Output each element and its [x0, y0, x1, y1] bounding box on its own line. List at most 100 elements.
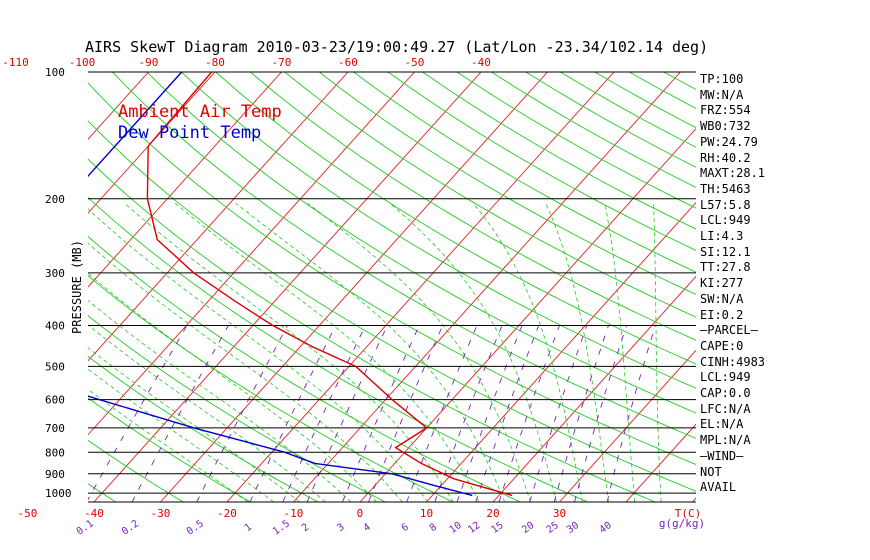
index-item: TT:27.8 [700, 260, 751, 275]
moist-adiabat-line [124, 202, 454, 502]
index-item: SI:12.1 [700, 244, 751, 259]
bottom-temp-tick-label: -20 [217, 507, 237, 520]
index-item: MW:N/A [700, 87, 744, 102]
pressure-tick-label: 700 [45, 422, 65, 435]
pressure-tick-label: 500 [45, 360, 65, 373]
index-item: –WIND– [700, 448, 744, 463]
moist-adiabat-line [653, 203, 662, 502]
dry-adiabat-line [88, 82, 696, 466]
index-item: –PARCEL– [700, 323, 758, 338]
top-temp-tick-label: -80 [205, 56, 225, 69]
legend-dew-point-temp: Dew Point Temp [118, 123, 261, 143]
bottom-temp-tick-label: 10 [420, 507, 433, 520]
dry-adiabat-line [146, 72, 696, 414]
isotherm-line [426, 201, 696, 502]
isotherm-line [88, 72, 349, 362]
index-item: MPL:N/A [700, 433, 751, 448]
isotherm-line [625, 423, 696, 502]
y-axis-label: PRESSURE (MB) [70, 240, 84, 334]
mixing-ratio-tick-label: 25 [545, 520, 561, 536]
dry-adiabat-line [250, 72, 696, 341]
dry-adiabat-line [88, 483, 116, 502]
moist-adiabat-line [88, 208, 429, 502]
mixing-ratio-line [529, 325, 588, 502]
mixing-ratio-tick-label: 0.5 [185, 518, 206, 537]
dry-adiabat-line [88, 158, 656, 502]
dry-adiabat-line [353, 72, 696, 273]
isotherm-line [759, 72, 870, 502]
moist-adiabat-line [307, 202, 531, 502]
mixing-ratio-line [306, 325, 388, 502]
dry-adiabat-line [181, 72, 696, 389]
mixing-ratio-line [475, 325, 540, 502]
mixing-ratio-tick-label: 30 [565, 520, 581, 536]
isotherm-line [492, 275, 696, 502]
pressure-tick-label: 400 [45, 320, 65, 333]
isotherm-line [88, 72, 282, 288]
isotherm-line [93, 72, 482, 502]
mixing-ratio-tick-label: 15 [489, 520, 505, 536]
mixing-ratio-line [574, 325, 627, 502]
mixing-ratio-tick-label: 1 [243, 522, 254, 534]
pressure-tick-label: 900 [45, 468, 65, 481]
dry-adiabat-line [284, 72, 696, 318]
mixing-ratio-line [606, 325, 656, 502]
bottom-temp-tick-label: -50 [18, 507, 38, 520]
dry-adiabat-line [456, 72, 696, 209]
pressure-tick-label: 200 [45, 193, 65, 206]
mixing-ratio-line [196, 325, 288, 502]
index-item: AVAIL [700, 480, 737, 495]
moist-adiabat-line [472, 203, 583, 502]
index-item: KI:277 [700, 276, 744, 291]
mixing-ratio-tick-label: 20 [520, 520, 536, 536]
dry-adiabat-line [88, 397, 251, 502]
bottom-temp-tick-label: 30 [553, 507, 566, 520]
index-item: PW:24.79 [700, 134, 758, 149]
isotherm-line [88, 72, 415, 436]
mixing-ratio-tick-label: 6 [400, 522, 411, 534]
mixing-ratio-line [249, 325, 337, 502]
dry-adiabat-line [112, 72, 696, 439]
profile-lines [88, 72, 513, 497]
index-item: CAP:0.0 [700, 386, 751, 400]
moist-adiabat-line [235, 202, 506, 502]
axis-tick-labels: 1002003004005006007008009001000-120-110-… [2, 56, 705, 538]
index-item: TP:100 [700, 72, 744, 86]
moist-adiabat-line [604, 203, 636, 502]
index-item: MAXT:28.1 [700, 166, 766, 181]
mixing-ratio-tick-label: 1.5 [271, 518, 292, 537]
moist-adiabat-line [88, 272, 377, 502]
isotherm-line [160, 72, 548, 502]
mixing-ratio-line [282, 325, 366, 502]
pressure-tick-label: 300 [45, 267, 65, 280]
isotherm-line [226, 72, 615, 502]
legend-ambient-air-temp: Ambient Air Temp [118, 102, 282, 122]
mixing-ratio-tick-label: 2 [300, 522, 311, 534]
index-item: EI:0.2 [700, 307, 744, 322]
series-line-dew-point-temp [88, 72, 473, 497]
moist-adiabat-line [88, 347, 300, 502]
isotherm-line [559, 349, 696, 502]
top-temp-tick-label: -60 [338, 56, 358, 69]
mixing-ratio-line [342, 325, 420, 502]
bottom-temp-tick-label: -10 [284, 507, 304, 520]
skewt-grid [88, 72, 870, 502]
bottom-temp-tick-label: -30 [151, 507, 171, 520]
mixing-ratio-line [406, 325, 478, 502]
index-item: LCL:949 [700, 213, 751, 228]
mixing-ratio-tick-label: 10 [448, 520, 464, 536]
mixing-ratio-line [368, 325, 444, 502]
index-item: L57:5.8 [700, 197, 751, 212]
index-item: NOT [700, 464, 722, 479]
index-item: LI:4.3 [700, 229, 744, 243]
index-item: LFC:N/A [700, 401, 751, 416]
pressure-tick-label: 100 [45, 66, 65, 79]
dry-adiabat-line [525, 72, 696, 168]
mixing-ratio-line [456, 325, 523, 502]
isotherm-line [359, 127, 696, 502]
moist-adiabat-line [174, 202, 480, 502]
top-temp-tick-label: -90 [139, 56, 159, 69]
mixing-ratio-tick-label: 0.2 [120, 518, 141, 537]
mixing-ratio-unit-label: g(g/kg) [659, 517, 705, 530]
